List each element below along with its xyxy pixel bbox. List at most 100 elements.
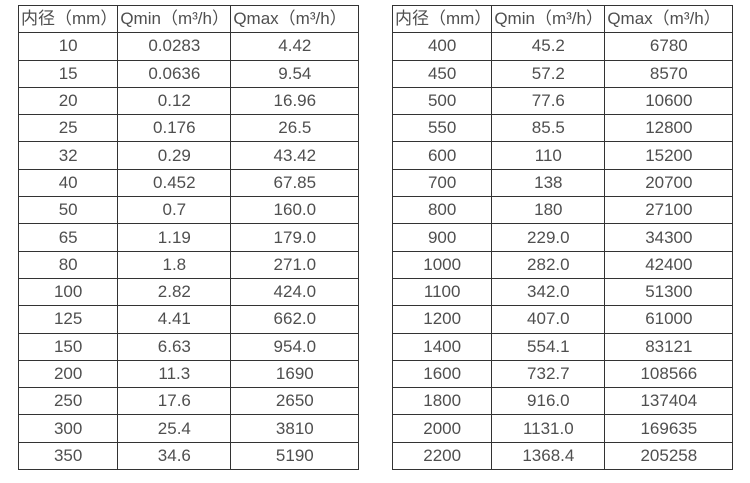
table-cell: 6780 (604, 32, 734, 61)
table-cell: 110 (491, 141, 606, 170)
table-cell: 1000 (391, 250, 493, 279)
table-row: 450 57.2 8570 (391, 59, 734, 88)
table-cell: 10 (17, 32, 119, 61)
table-row: 200 11.3 1690 (17, 359, 360, 389)
table-cell: 954.0 (230, 332, 360, 361)
table-row: 20 0.12 16.96 (17, 86, 360, 116)
table-cell: 3810 (230, 414, 360, 443)
table-body: 400 45.2 6780 450 57.2 8570 500 77.6 10600 550 85.… (391, 32, 734, 471)
table-cell: 0.12 (117, 86, 232, 116)
table-cell: 32 (17, 141, 119, 170)
table-cell: 1131.0 (491, 414, 606, 443)
table-cell: 10600 (604, 86, 734, 116)
table-cell: 400 (391, 32, 493, 61)
table-cell: 20700 (604, 168, 734, 198)
table-cell: 4.41 (117, 305, 232, 334)
table-cell: 45.2 (491, 32, 606, 61)
table-cell: 42400 (604, 250, 734, 279)
table-row: 1200 407.0 61000 (391, 305, 734, 334)
table-cell: 108566 (604, 359, 734, 389)
table-cell: 1800 (391, 387, 493, 416)
table-row: 1400 554.1 83121 (391, 332, 734, 361)
table-cell: 500 (391, 86, 493, 116)
table-row: 40 0.452 67.85 (17, 168, 360, 198)
table-cell: 205258 (604, 441, 734, 471)
table-cell: 0.176 (117, 114, 232, 143)
table-row: 2000 1131.0 169635 (391, 414, 734, 443)
table-cell: 77.6 (491, 86, 606, 116)
flow-spec-table-small-diameters: 内径（mm） Qmin（m³/h） Qmax（m³/h） 10 0.0283 4.4… (17, 4, 360, 471)
table-cell: 25.4 (117, 414, 232, 443)
table-row: 32 0.29 43.42 (17, 141, 360, 170)
table-cell: 9.54 (230, 59, 360, 88)
table-cell: 424.0 (230, 277, 360, 307)
table-cell: 1368.4 (491, 441, 606, 471)
table-cell: 407.0 (491, 305, 606, 334)
table-cell: 160.0 (230, 196, 360, 225)
table-cell: 1.8 (117, 250, 232, 279)
table-cell: 0.0283 (117, 32, 232, 61)
table-row: 65 1.19 179.0 (17, 223, 360, 252)
table-cell: 2200 (391, 441, 493, 471)
header-qmax: Qmax（m³/h） (604, 4, 734, 34)
table-cell: 2000 (391, 414, 493, 443)
table-cell: 0.29 (117, 141, 232, 170)
table-cell: 169635 (604, 414, 734, 443)
table-cell: 6.63 (117, 332, 232, 361)
table-cell: 5190 (230, 441, 360, 471)
table-cell: 11.3 (117, 359, 232, 389)
table-row: 900 229.0 34300 (391, 223, 734, 252)
table-row: 250 17.6 2650 (17, 387, 360, 416)
header-row: 内径（mm） Qmin（m³/h） Qmax（m³/h） (17, 4, 360, 34)
table-cell: 271.0 (230, 250, 360, 279)
table-cell: 0.7 (117, 196, 232, 225)
table-cell: 229.0 (491, 223, 606, 252)
table-cell: 100 (17, 277, 119, 307)
table-row: 550 85.5 12800 (391, 114, 734, 143)
table-cell: 1600 (391, 359, 493, 389)
table-cell: 1690 (230, 359, 360, 389)
table-cell: 1100 (391, 277, 493, 307)
table-cell: 43.42 (230, 141, 360, 170)
table-cell: 179.0 (230, 223, 360, 252)
table-row: 1800 916.0 137404 (391, 387, 734, 416)
table-row: 50 0.7 160.0 (17, 196, 360, 225)
table-cell: 350 (17, 441, 119, 471)
table-cell: 1200 (391, 305, 493, 334)
table-cell: 65 (17, 223, 119, 252)
table-cell: 200 (17, 359, 119, 389)
table-cell: 15 (17, 59, 119, 88)
table-cell: 80 (17, 250, 119, 279)
table-cell: 57.2 (491, 59, 606, 88)
table-cell: 1.19 (117, 223, 232, 252)
table-cell: 12800 (604, 114, 734, 143)
table-cell: 0.452 (117, 168, 232, 198)
table-cell: 300 (17, 414, 119, 443)
table-cell: 600 (391, 141, 493, 170)
table-row: 10 0.0283 4.42 (17, 32, 360, 61)
table-row: 1000 282.0 42400 (391, 250, 734, 279)
table-cell: 4.42 (230, 32, 360, 61)
table-row: 1100 342.0 51300 (391, 277, 734, 307)
table-cell: 732.7 (491, 359, 606, 389)
table-cell: 8570 (604, 59, 734, 88)
table-row: 350 34.6 5190 (17, 441, 360, 471)
table-cell: 1400 (391, 332, 493, 361)
table-cell: 137404 (604, 387, 734, 416)
table-cell: 800 (391, 196, 493, 225)
table-cell: 20 (17, 86, 119, 116)
table-cell: 27100 (604, 196, 734, 225)
header-inner-diameter: 内径（mm） (17, 4, 119, 34)
table-body: 10 0.0283 4.42 15 0.0636 9.54 20 0.12 16.96 25 0.1… (17, 32, 360, 471)
header-qmin: Qmin（m³/h） (491, 4, 606, 34)
table-cell: 2.82 (117, 277, 232, 307)
table-cell: 83121 (604, 332, 734, 361)
table-cell: 50 (17, 196, 119, 225)
table-cell: 916.0 (491, 387, 606, 416)
table-cell: 25 (17, 114, 119, 143)
table-cell: 150 (17, 332, 119, 361)
table-cell: 34300 (604, 223, 734, 252)
table-cell: 180 (491, 196, 606, 225)
table-cell: 51300 (604, 277, 734, 307)
table-cell: 342.0 (491, 277, 606, 307)
